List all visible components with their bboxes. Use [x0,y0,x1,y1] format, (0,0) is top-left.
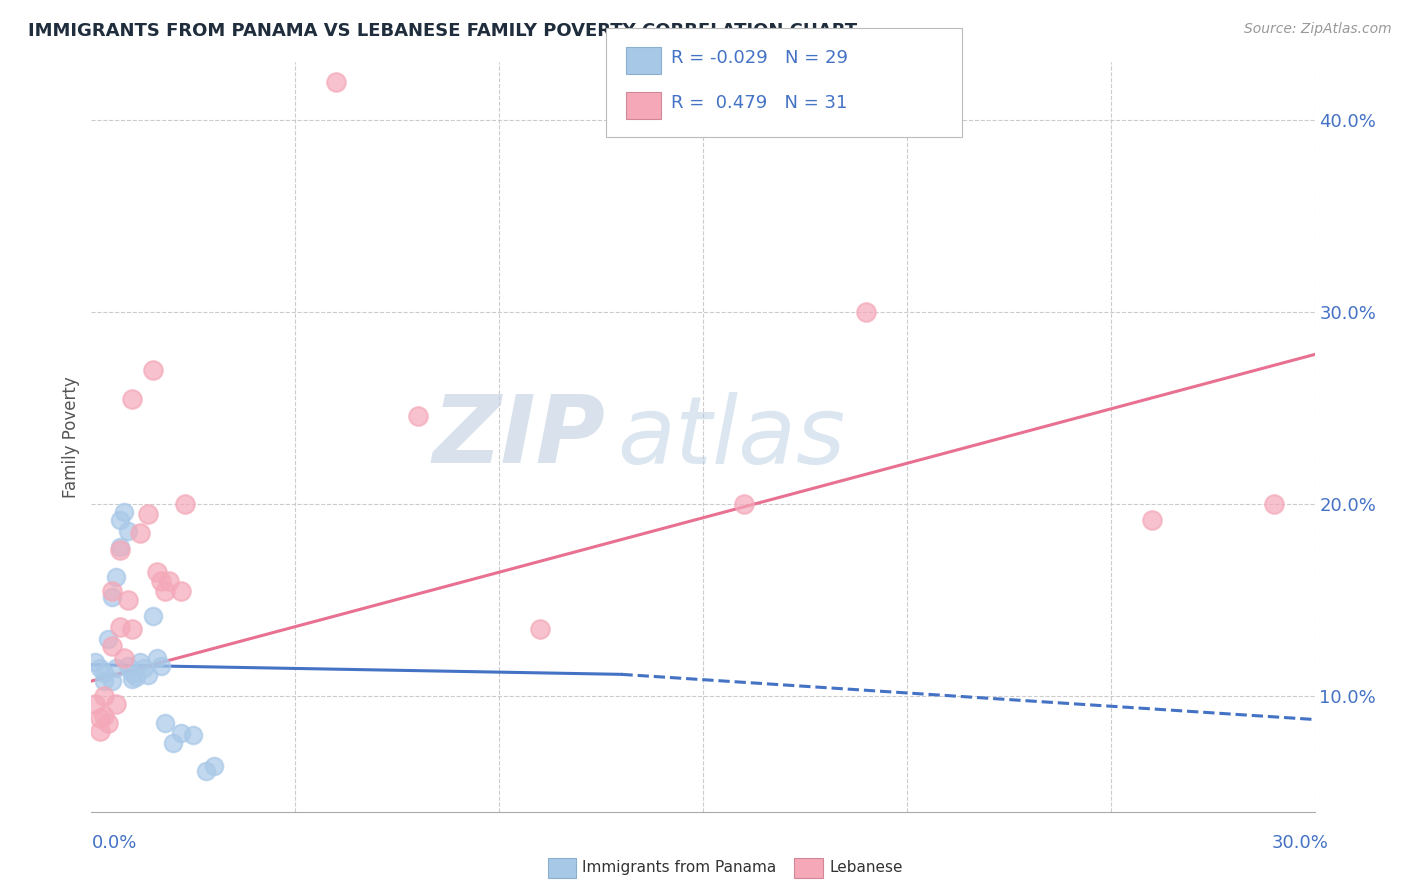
Point [174,497,197,511]
Point [129,655,152,669]
Text: ZIP: ZIP [432,391,605,483]
Point [84,655,107,669]
Point [153,716,176,731]
Point [93,690,115,704]
Point [145,565,167,579]
Point [157,574,180,589]
Point [112,505,135,519]
Point [141,608,163,623]
Point [138,507,160,521]
Point [183,728,205,742]
Point [145,651,167,665]
Point [1140,513,1163,527]
Point [121,392,143,406]
Point [162,735,184,749]
Point [108,620,131,634]
Point [855,305,877,319]
Point [108,543,131,558]
Point [170,583,193,598]
Text: 30.0%: 30.0% [1272,834,1329,852]
Point [121,666,143,681]
Text: R = -0.029   N = 29: R = -0.029 N = 29 [671,49,848,67]
Text: Source: ZipAtlas.com: Source: ZipAtlas.com [1244,22,1392,37]
Point [125,670,148,684]
Text: R =  0.479   N = 31: R = 0.479 N = 31 [671,94,846,112]
Point [170,726,193,740]
Point [194,764,217,779]
Point [93,708,115,723]
Point [101,640,124,654]
Point [117,524,139,539]
Point [101,674,124,689]
Point [529,622,551,636]
Point [134,660,156,674]
Point [141,363,163,377]
Point [117,593,139,607]
Point [202,758,225,772]
Point [89,660,111,674]
Point [149,574,172,589]
Text: Immigrants from Panama: Immigrants from Panama [582,860,776,874]
Text: IMMIGRANTS FROM PANAMA VS LEBANESE FAMILY POVERTY CORRELATION CHART: IMMIGRANTS FROM PANAMA VS LEBANESE FAMIL… [28,22,858,40]
Point [89,710,111,724]
Point [97,716,120,731]
Point [117,658,139,673]
Point [104,697,127,711]
Point [97,632,120,646]
Point [84,697,107,711]
Point [112,651,135,665]
Point [104,660,127,674]
Point [733,497,755,511]
Point [104,570,127,584]
Point [406,409,429,423]
Point [121,672,143,686]
Point [89,724,111,739]
Point [101,583,124,598]
Point [93,666,115,681]
Point [93,674,115,689]
Text: 0.0%: 0.0% [91,834,136,852]
Point [108,513,131,527]
Point [121,622,143,636]
Text: atlas: atlas [617,392,845,483]
Text: Lebanese: Lebanese [830,860,903,874]
Point [138,668,160,682]
Point [101,590,124,604]
Point [1263,497,1285,511]
Point [153,583,176,598]
Point [149,658,172,673]
Y-axis label: Family Poverty: Family Poverty [62,376,80,498]
Point [108,540,131,554]
Point [325,75,347,89]
Point [129,526,152,541]
